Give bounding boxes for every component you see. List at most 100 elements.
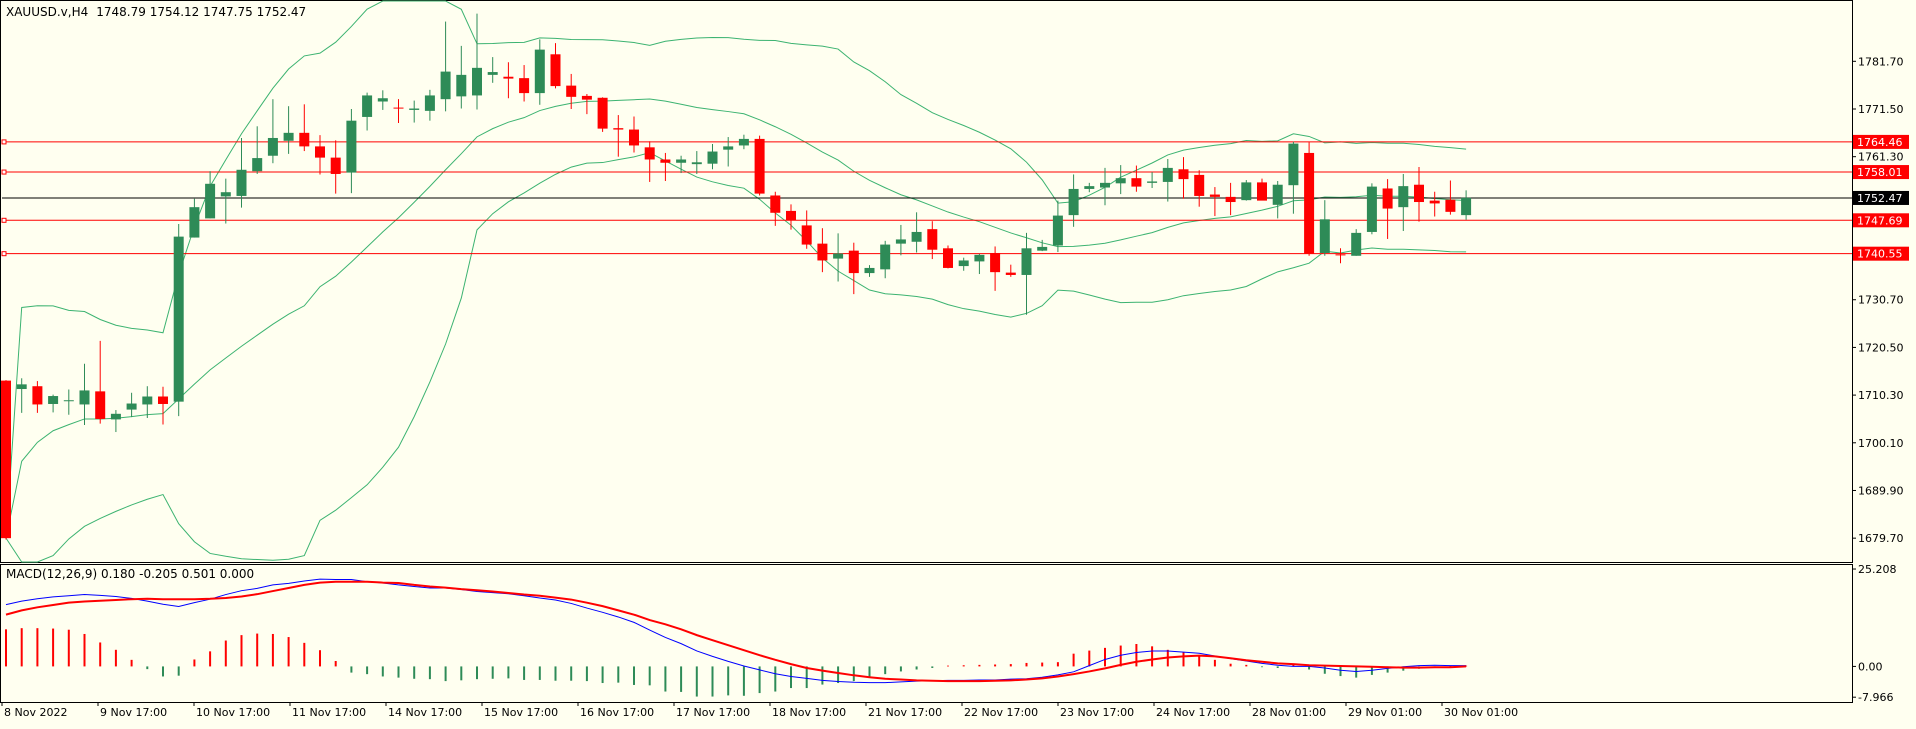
symbol-label: XAUUSD.v,H4 1748.79 1754.12 1747.75 1752.… — [6, 5, 306, 19]
candle-bull — [173, 223, 184, 417]
candle-body — [1319, 219, 1330, 253]
candle-bull — [1021, 232, 1032, 315]
time-tick-label: 11 Nov 17:00 — [292, 706, 366, 719]
candle-bear — [158, 386, 168, 425]
candle-body — [440, 71, 451, 100]
candle-bear — [581, 94, 592, 115]
candle-body — [848, 250, 859, 274]
candle-body — [833, 253, 844, 259]
price-level-handle — [1, 169, 7, 175]
price-level-label: 1740.55 — [1857, 248, 1903, 261]
candle-bear — [660, 152, 671, 181]
band-middle — [5, 98, 1467, 539]
candle-bull — [723, 137, 734, 167]
candle-bear — [1194, 170, 1205, 207]
candle-body — [252, 158, 263, 172]
candles — [1, 13, 1472, 540]
candle-bull — [1319, 200, 1330, 256]
time-tick-label: 10 Nov 17:00 — [196, 706, 270, 719]
candle-body — [1257, 182, 1267, 201]
time-tick-label: 28 Nov 01:00 — [1252, 706, 1326, 719]
candle-body — [1225, 196, 1236, 203]
candle-bull — [895, 224, 906, 256]
price-level-tag — [1853, 246, 1909, 261]
candle-bull — [1272, 180, 1283, 219]
candle-body — [990, 252, 1001, 273]
candle-bull — [472, 13, 482, 110]
candle-body — [1288, 143, 1299, 186]
candle-bull — [1052, 200, 1063, 253]
candle-body — [597, 97, 608, 129]
candle-body — [1178, 169, 1189, 180]
price-tick-label: 1720.50 — [1858, 341, 1904, 354]
candle-bull — [534, 39, 545, 105]
time-tick-label: 30 Nov 01:00 — [1444, 706, 1518, 719]
candle-body — [660, 159, 671, 163]
candle-body — [1414, 184, 1424, 203]
candle-bull — [1115, 165, 1126, 195]
candle-body — [1147, 181, 1158, 183]
candle-body — [895, 239, 906, 244]
candle-bear — [817, 228, 828, 273]
candle-body — [1272, 184, 1283, 205]
candle-body — [1, 380, 11, 539]
candle-bear — [597, 97, 608, 132]
candle-body — [1241, 182, 1252, 201]
candle-body — [1209, 194, 1220, 197]
time-tick-label: 22 Nov 17:00 — [964, 706, 1038, 719]
candle-body — [1068, 188, 1079, 216]
candle-bear — [613, 115, 624, 157]
price-tick-label: 1781.70 — [1858, 55, 1904, 68]
candle-bull — [1037, 239, 1048, 252]
candle-bull — [142, 386, 153, 419]
candle-body — [1445, 199, 1456, 212]
candle-body — [550, 54, 561, 87]
time-tick-label: 8 Nov 2022 — [4, 706, 67, 719]
candle-body — [911, 231, 922, 242]
price-tick-label: 1710.30 — [1858, 389, 1904, 402]
candle-bull — [126, 392, 137, 418]
candle-bull — [267, 99, 278, 164]
candle-bear — [550, 43, 561, 89]
candle-body — [189, 207, 200, 238]
candle-body — [267, 137, 278, 156]
candle-bear — [990, 246, 1001, 291]
candle-body — [864, 267, 875, 274]
candle-bear — [1382, 179, 1393, 239]
candle-bear — [1445, 180, 1456, 215]
time-tick-label: 15 Nov 17:00 — [484, 706, 558, 719]
price-tick-label: 1771.50 — [1858, 103, 1904, 116]
candle-body — [63, 400, 74, 402]
candle-body — [158, 396, 168, 404]
candle-body — [1100, 182, 1110, 188]
candle-body — [1461, 197, 1472, 216]
candle-bear — [1257, 178, 1267, 201]
candle-bear — [1178, 157, 1189, 199]
candle-bear — [1414, 166, 1424, 222]
candle-bear — [770, 191, 781, 226]
candle-body — [79, 390, 90, 405]
candle-bear — [566, 73, 577, 109]
candle-body — [1052, 215, 1063, 246]
candle-bull — [691, 151, 702, 174]
candle-bear — [32, 381, 43, 413]
candle-body — [424, 95, 435, 111]
candle-bull — [1068, 174, 1079, 227]
bollinger-bands — [5, 0, 1467, 563]
candle-body — [1131, 178, 1142, 187]
candle-body — [723, 146, 734, 150]
candle-body — [676, 159, 687, 163]
candle-body — [409, 108, 420, 110]
candle-bear — [1209, 187, 1220, 217]
candle-body — [644, 147, 655, 160]
candle-bull — [236, 137, 247, 208]
candle-body — [534, 49, 545, 94]
candle-body — [472, 67, 482, 96]
candle-bull — [864, 265, 875, 277]
candle-bull — [974, 253, 985, 275]
candle-bull — [1398, 173, 1409, 232]
band-lower — [5, 152, 1467, 563]
candle-body — [393, 107, 404, 109]
price-level-handle — [1, 139, 7, 145]
